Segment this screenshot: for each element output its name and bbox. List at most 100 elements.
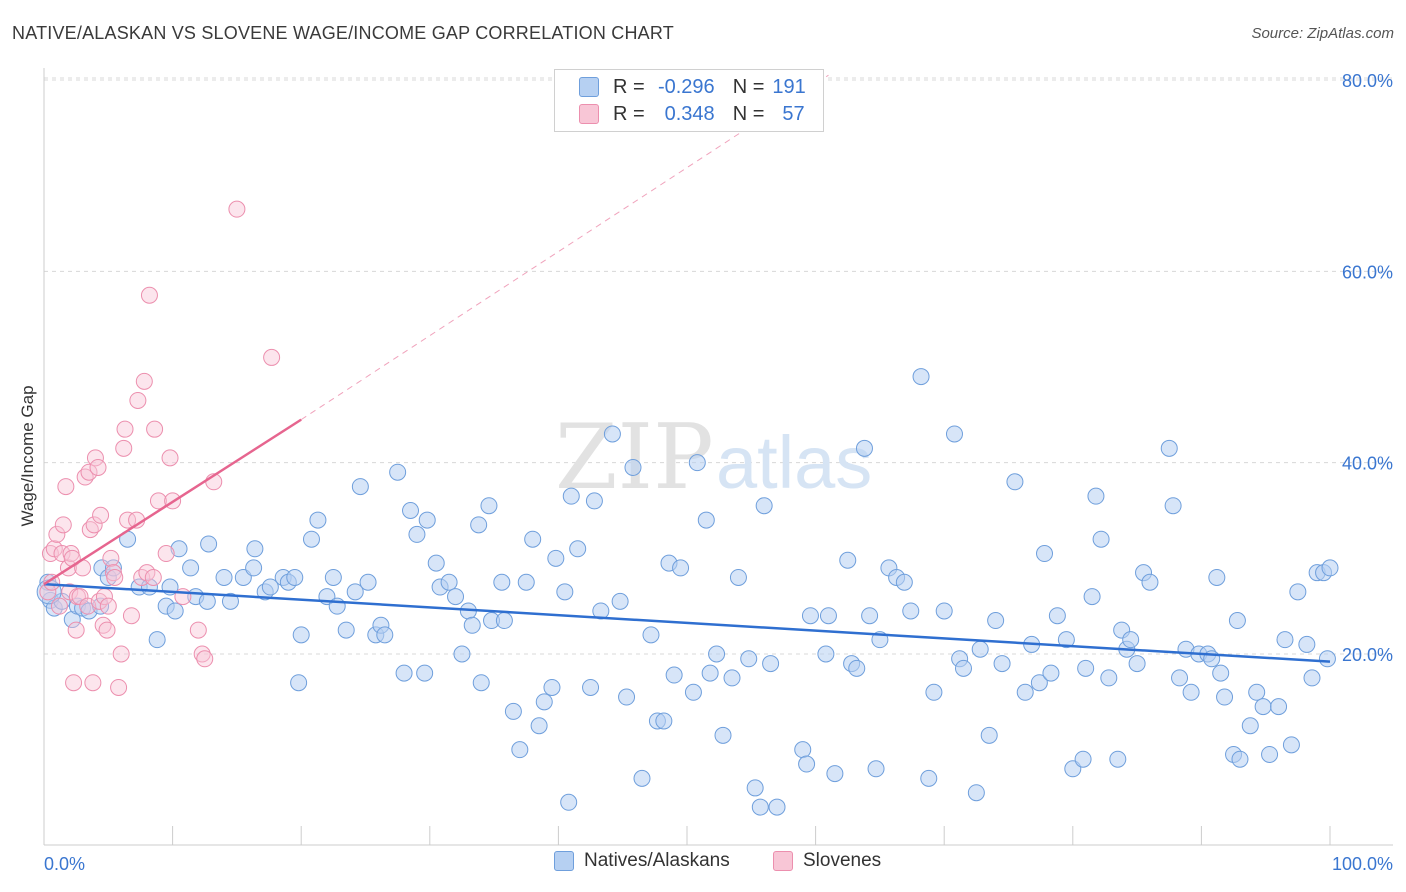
slovene-point [149, 492, 167, 510]
native-point [148, 631, 166, 649]
slovene-point [157, 545, 175, 563]
slovene-point [119, 511, 137, 529]
native-point [198, 592, 216, 610]
native-point [1083, 588, 1101, 606]
slovenes-trend-line [43, 418, 302, 586]
native-point [1208, 568, 1226, 586]
slovene-point [106, 568, 124, 586]
y-tick-label: 40.0% [1342, 454, 1393, 474]
native-point [1164, 497, 1182, 515]
native-point [945, 425, 963, 443]
slovene-point [144, 568, 162, 586]
native-point [954, 659, 972, 677]
slovene-point [146, 420, 164, 438]
native-point [1057, 631, 1075, 649]
native-point [920, 769, 938, 787]
x-tick-label: 0.0% [44, 854, 85, 874]
native-point [524, 530, 542, 548]
native-point [1171, 669, 1189, 687]
native-point [1006, 473, 1024, 491]
native-point [746, 779, 764, 797]
slovene-point [85, 516, 103, 534]
native-point [618, 688, 636, 706]
native-point [447, 588, 465, 606]
native-point [1087, 487, 1105, 505]
native-point [642, 626, 660, 644]
native-point [286, 568, 304, 586]
slovene-point [133, 568, 151, 586]
native-point [1282, 736, 1300, 754]
native-point [470, 516, 488, 534]
slovene-point [98, 621, 116, 639]
native-point [714, 726, 732, 744]
slovene-point [115, 439, 133, 457]
native-point [493, 573, 511, 591]
native-point [418, 511, 436, 529]
native-point [416, 664, 434, 682]
stats-legend: R = -0.296 N = 191 R = 0.348 N = 57 [554, 69, 824, 132]
native-point [1276, 631, 1294, 649]
native-point [801, 607, 819, 625]
native-point [1321, 559, 1339, 577]
native-point [1289, 583, 1307, 601]
native-point [402, 502, 420, 519]
native-point [1228, 612, 1246, 630]
legend-label-slovenes: Slovenes [803, 850, 882, 871]
slovene-point [53, 545, 71, 563]
slovene-point [110, 678, 128, 696]
trend-lines [43, 74, 1331, 663]
slovene-point [84, 674, 102, 692]
slovene-point [116, 420, 134, 438]
source-label: Source: ZipAtlas.com [1251, 25, 1394, 42]
native-point [1030, 674, 1048, 692]
native-point [1261, 745, 1279, 763]
native-point [245, 559, 263, 577]
native-point [480, 497, 498, 515]
slovene-point [135, 372, 153, 390]
native-point [723, 669, 741, 687]
native-point [798, 755, 816, 773]
native-point [967, 784, 985, 802]
native-point [993, 655, 1011, 673]
native-point [560, 793, 578, 811]
native-point [1042, 664, 1060, 682]
watermark: ZIP atlas [555, 405, 872, 510]
y-tick-label: 60.0% [1342, 262, 1393, 282]
slovene-point [67, 621, 85, 639]
slovene-point [92, 506, 110, 524]
native-point [495, 612, 513, 630]
native-point [665, 666, 683, 684]
native-point [246, 540, 264, 558]
native-point [794, 741, 812, 759]
chart-title: NATIVE/ALASKAN VS SLOVENE WAGE/INCOME GA… [12, 23, 674, 43]
slovene-point [129, 391, 147, 409]
native-point [817, 645, 835, 663]
native-point [697, 511, 715, 529]
native-point [463, 616, 481, 634]
slovene-point [102, 549, 120, 567]
slovene-point [112, 645, 130, 663]
native-point [504, 702, 522, 720]
legend-label-natives: Natives/Alaskans [584, 850, 730, 871]
native-point [408, 525, 426, 543]
native-point [855, 439, 873, 457]
native-point [768, 798, 786, 816]
native-point [182, 559, 200, 577]
native-point [585, 492, 603, 510]
native-point [980, 726, 998, 744]
slovene-point [65, 674, 83, 692]
native-point [819, 607, 837, 625]
native-point [1077, 659, 1095, 677]
native-point [166, 602, 184, 620]
native-point [346, 583, 364, 601]
native-point [200, 535, 218, 553]
native-point [935, 602, 953, 620]
legend-swatch-pink [579, 104, 599, 124]
native-point [556, 583, 574, 601]
native-point [1036, 545, 1054, 563]
slovenes-trend-extension [300, 74, 829, 421]
legend-n-label: N = [732, 75, 765, 98]
legend-n-value: 57 [782, 102, 805, 125]
axes [43, 68, 1393, 846]
slovene-point [43, 573, 61, 591]
